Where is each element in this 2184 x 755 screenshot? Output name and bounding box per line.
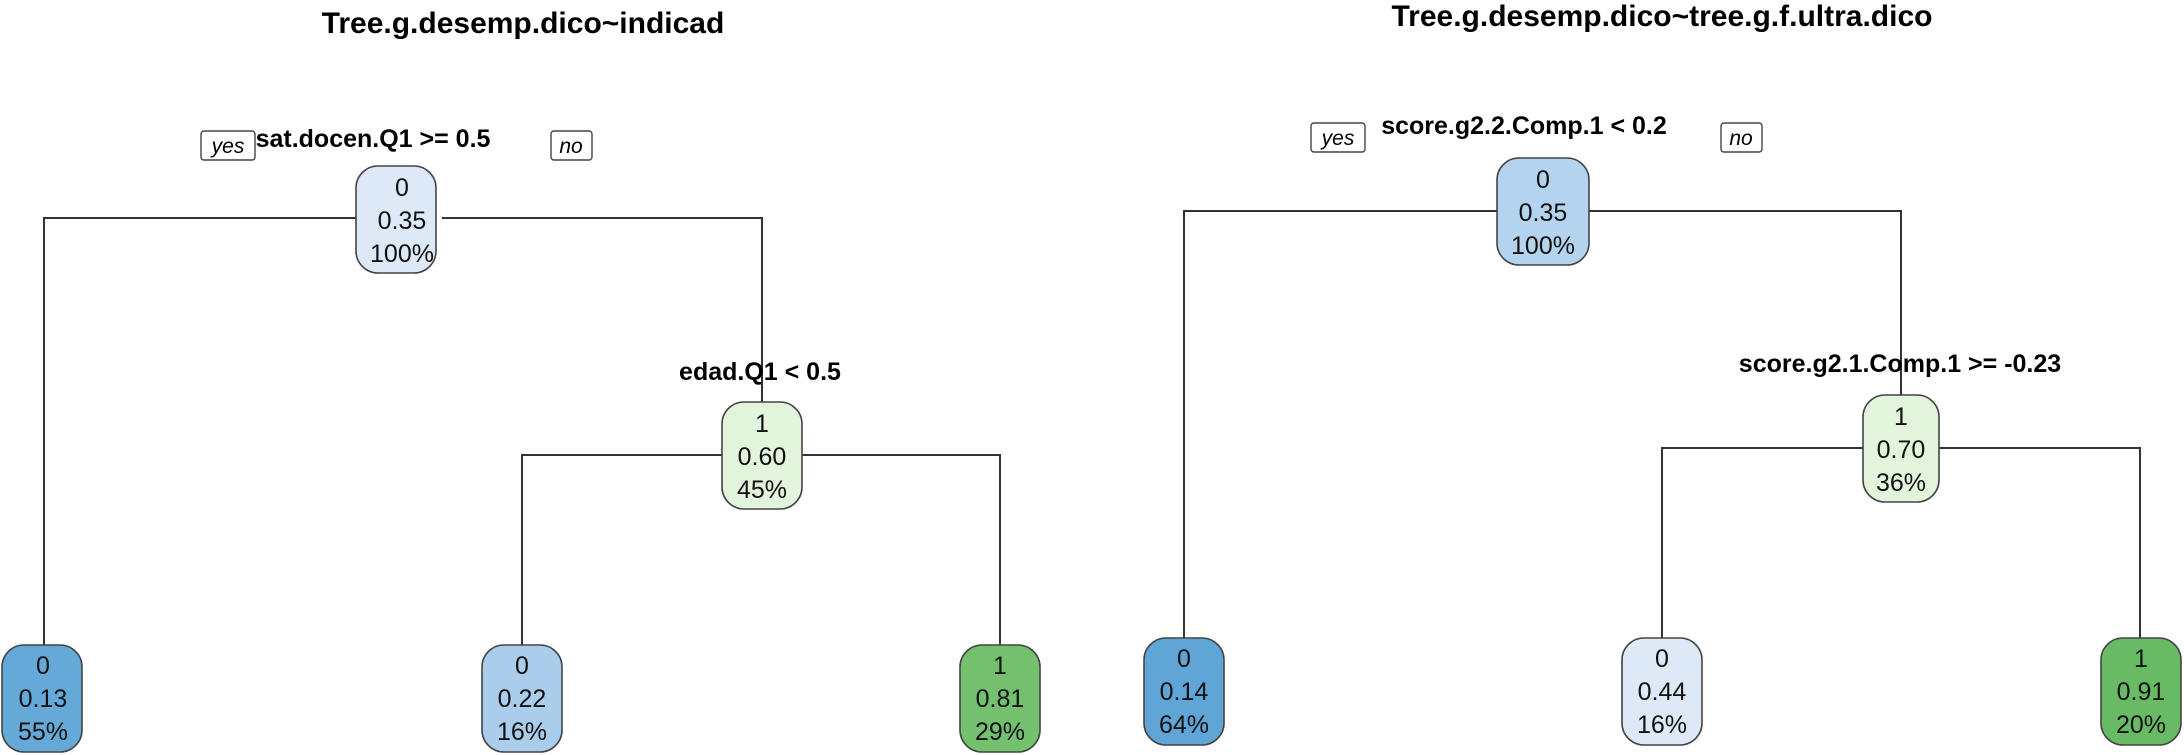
tree-2-leaf-2-pct: 16% — [1637, 711, 1687, 739]
tree-1-node-root-class: 0 — [395, 174, 409, 202]
tree-2-edge-root-left — [1183, 210, 1497, 645]
tree-1-edge-root-left — [43, 217, 362, 645]
tree-2-leaf-2: 0 0.44 16% — [1621, 637, 1703, 746]
tree-2-no-label: no — [1729, 127, 1753, 150]
tree-2-edge-mid-right — [1939, 447, 2141, 645]
tree-1-leaf-1-box — [1, 644, 83, 753]
tree-1-edge-mid-left — [521, 454, 722, 645]
tree-1-title: Tree.g.desemp.dico~indicad — [322, 7, 725, 40]
tree-2-title: Tree.g.desemp.dico~tree.g.f.ultra.dico — [1392, 0, 1933, 33]
tree-1-edge-mid-right — [802, 454, 1001, 645]
tree-1-mid-split: edad.Q1 < 0.5 — [679, 358, 841, 386]
tree-2-root-split: score.g2.2.Comp.1 < 0.2 — [1381, 112, 1667, 140]
tree-2-leaf-1-box — [1143, 637, 1225, 746]
tree-1-yes-label: yes — [210, 135, 245, 158]
tree-1-leaf-2: 0 0.22 16% — [481, 644, 563, 753]
tree-1-leaf-3-pct: 29% — [975, 718, 1025, 746]
tree-1-leaf-2-class: 0 — [515, 652, 529, 680]
tree-1-node-root-pct: 100% — [370, 240, 434, 268]
tree-2-node-root-pct: 100% — [1511, 232, 1575, 260]
tree-2-leaf-3: 1 0.91 20% — [2100, 637, 2182, 746]
tree-2-leaf-3-prob: 0.91 — [2117, 678, 2166, 706]
tree-1-node-mid-box — [721, 401, 803, 510]
tree-1-node-root-box — [355, 165, 437, 274]
tree-2-leaf-1: 0 0.14 64% — [1143, 637, 1225, 746]
tree-1-node-root-prob: 0.35 — [378, 207, 427, 235]
tree-1-node-mid-pct: 45% — [737, 476, 787, 504]
tree-2-node-root-prob: 0.35 — [1519, 199, 1568, 227]
tree-2-yes-label: yes — [1320, 127, 1355, 150]
tree-2-node-root: 0 0.35 100% — [1496, 157, 1590, 266]
tree-1-leaf-3-prob: 0.81 — [976, 685, 1025, 713]
tree-2-edge-root-right — [1589, 210, 1902, 402]
tree-2-leaf-3-class: 1 — [2134, 645, 2148, 673]
tree-1-node-mid: 1 0.60 45% — [721, 401, 803, 510]
tree-2-node-mid-box — [1862, 394, 1940, 503]
tree-1-no-label: no — [559, 135, 583, 158]
tree-2-edge-mid-left — [1661, 447, 1863, 645]
tree-2-no-tag — [1720, 122, 1763, 153]
tree-2-leaf-2-box — [1621, 637, 1703, 746]
tree-1-leaf-1: 0 0.13 55% — [1, 644, 83, 753]
tree-2-leaf-1-prob: 0.14 — [1160, 678, 1209, 706]
tree-2-leaf-2-prob: 0.44 — [1638, 678, 1687, 706]
tree-1-no-tag — [550, 130, 593, 161]
tree-1-node-mid-prob: 0.60 — [738, 443, 787, 471]
tree-1-leaf-3-class: 1 — [993, 652, 1007, 680]
tree-2-node-mid-pct: 36% — [1876, 469, 1926, 497]
tree-1-leaf-1-prob: 0.13 — [19, 685, 68, 713]
tree-2-leaf-1-pct: 64% — [1159, 711, 1209, 739]
tree-2-node-mid-class: 1 — [1894, 403, 1908, 431]
tree-1-node-root: 0 0.35 100% — [355, 165, 437, 274]
tree-2-node-root-box — [1496, 157, 1590, 266]
tree-2-node-root-class: 0 — [1536, 166, 1550, 194]
tree-2-leaf-3-pct: 20% — [2116, 711, 2166, 739]
tree-1-root-split: sat.docen.Q1 >= 0.5 — [256, 125, 491, 153]
tree-1-leaf-2-pct: 16% — [497, 718, 547, 746]
tree-1-leaf-1-class: 0 — [36, 652, 50, 680]
tree-2-leaf-2-class: 0 — [1655, 645, 1669, 673]
tree-1-leaf-1-pct: 55% — [18, 718, 68, 746]
tree-2-mid-split: score.g2.1.Comp.1 >= -0.23 — [1739, 350, 2061, 378]
tree-1-leaf-2-prob: 0.22 — [498, 685, 547, 713]
tree-1-leaf-3: 1 0.81 29% — [959, 644, 1041, 753]
tree-1-edge-root-right — [442, 217, 763, 402]
tree-1-leaf-3-box — [959, 644, 1041, 753]
tree-2-node-mid-prob: 0.70 — [1877, 436, 1926, 464]
tree-2-yes-tag — [1310, 122, 1366, 153]
tree-2-node-mid: 1 0.70 36% — [1862, 394, 1940, 503]
tree-1-node-mid-class: 1 — [755, 410, 769, 438]
tree-1-yes-tag — [200, 130, 256, 161]
tree-2: Tree.g.desemp.dico~tree.g.f.ultra.dico y… — [1143, 0, 2182, 746]
tree-1-leaf-2-box — [481, 644, 563, 753]
tree-2-leaf-1-class: 0 — [1177, 645, 1191, 673]
tree-1: Tree.g.desemp.dico~indicad yes no sat.do… — [1, 7, 1041, 753]
tree-2-leaf-3-box — [2100, 637, 2182, 746]
